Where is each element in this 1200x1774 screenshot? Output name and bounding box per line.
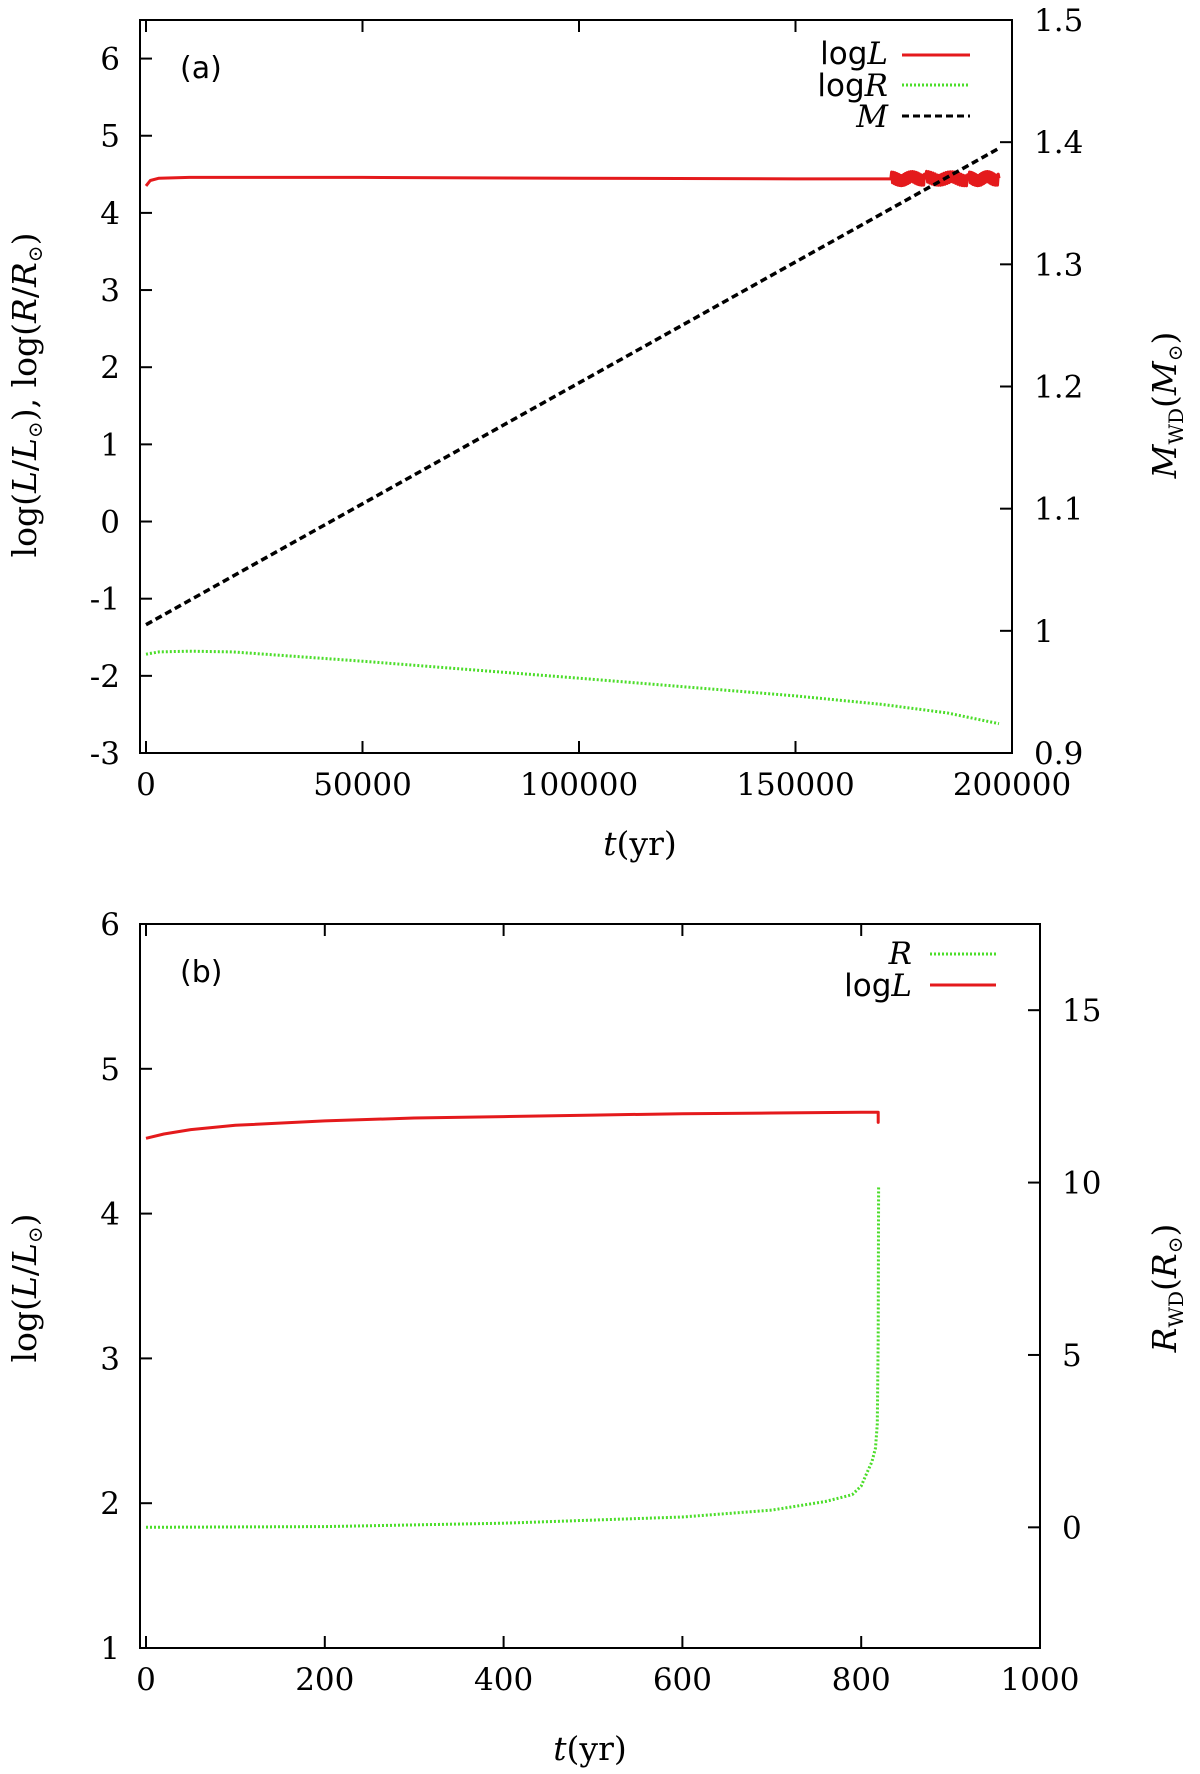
y2-tick-label: 0.9 — [1034, 736, 1083, 772]
panel-a: 0 50000 100000 150000 200000 -3 -2 -1 0 1 2 3 4 5 6 0.9… — [5, 3, 1188, 863]
x-tick-label: 600 — [653, 1662, 712, 1698]
y2-tick-label: 1.5 — [1034, 3, 1083, 39]
y-tick-label: 2 — [100, 350, 120, 386]
x-tick-label: 800 — [832, 1662, 891, 1698]
y-tick-label: 0 — [100, 505, 120, 541]
y-tick-label: 1 — [100, 1631, 120, 1667]
y-tick-label: 3 — [100, 273, 120, 309]
y2-tick-label: 15 — [1062, 993, 1101, 1029]
x-tick-label: 200000 — [953, 767, 1071, 803]
panel-b-label: (b) — [180, 955, 222, 990]
panel-b-legend: R logL — [844, 936, 996, 1004]
y-tick-label: 3 — [100, 1341, 120, 1377]
y-tick-label: 4 — [100, 1197, 120, 1233]
series-line-logL — [145, 1110, 880, 1140]
y-tick-label: 6 — [100, 42, 120, 78]
panel-a-series — [144, 146, 1001, 726]
y-tick-label: 5 — [100, 119, 120, 155]
panel-b-plot-frame — [139, 923, 1041, 1649]
x-tick-label: 150000 — [736, 767, 854, 803]
series-line-logL — [144, 169, 1001, 188]
y2-tick-label: 1.4 — [1034, 125, 1083, 161]
x-tick-label: 1000 — [1001, 1662, 1080, 1698]
panel-b-y-axis-label: log(L/L⊙) — [5, 1213, 47, 1362]
y2-tick-label: 1.1 — [1034, 492, 1083, 528]
y2-tick-label: 1 — [1034, 614, 1054, 650]
y-tick-label: -3 — [90, 736, 120, 772]
y2-tick-label: 5 — [1062, 1338, 1082, 1374]
x-tick-label: 200 — [295, 1662, 354, 1698]
panel-b-y2-axis-label: RWD(R⊙) — [1145, 1224, 1188, 1354]
x-tick-label: 0 — [136, 1662, 156, 1698]
panel-b-x-axis-label: t(yr) — [553, 1729, 626, 1768]
y2-tick-label: 0 — [1062, 1510, 1082, 1546]
y-tick-label: 6 — [100, 907, 120, 943]
panel-a-label: (a) — [180, 51, 222, 86]
panel-a-ticks: 0 50000 100000 150000 200000 -3 -2 -1 0 1 2 3 4 5 6 0.9… — [90, 3, 1084, 803]
panel-a-y-axis-label: log(L/L⊙), log(R/R⊙) — [5, 233, 47, 558]
y2-tick-label: 10 — [1062, 1166, 1101, 1202]
x-tick-label: 100000 — [520, 767, 638, 803]
y-tick-label: 4 — [100, 196, 120, 232]
x-tick-label: 400 — [474, 1662, 533, 1698]
panel-a-legend: logL logR M — [817, 36, 970, 135]
y-tick-label: -2 — [90, 659, 120, 695]
x-tick-label: 50000 — [313, 767, 412, 803]
y-tick-label: 1 — [100, 427, 120, 463]
panel-a-x-axis-label: t(yr) — [603, 824, 676, 863]
series-line-logR — [145, 649, 1000, 726]
legend-a-logL-label: logL — [820, 36, 888, 72]
legend-b-R-label: R — [888, 936, 912, 972]
panel-a-y2-axis-label: MWD(M⊙) — [1145, 332, 1188, 480]
y-tick-label: 5 — [100, 1052, 120, 1088]
legend-b-logL-label: logL — [844, 968, 912, 1004]
y2-tick-label: 1.3 — [1034, 247, 1083, 283]
y-tick-label: 2 — [100, 1486, 120, 1522]
y2-tick-label: 1.2 — [1034, 370, 1083, 406]
legend-a-M-label: M — [855, 99, 889, 135]
x-tick-label: 0 — [136, 767, 156, 803]
panel-b-series — [145, 1110, 881, 1529]
series-line-R — [145, 1185, 881, 1529]
legend-a-logR-label: logR — [817, 68, 888, 104]
y-tick-label: -1 — [90, 582, 120, 618]
panel-b-ticks: 0 200 400 600 800 1000 1 2 3 4 5 6 0 5 10 15 — [100, 907, 1101, 1698]
panel-b: 0 200 400 600 800 1000 1 2 3 4 5 6 0 5 10 15 (b) R logL… — [5, 907, 1188, 1768]
series-line-M — [145, 146, 1000, 627]
